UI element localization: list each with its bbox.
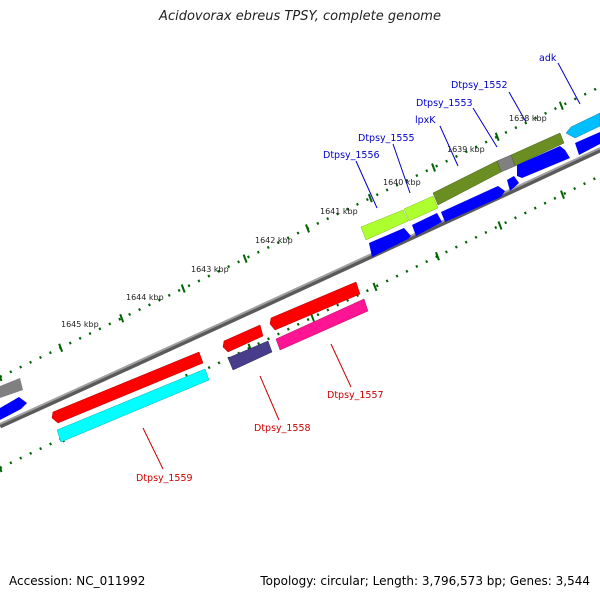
gene-label-dtpsy-1552[interactable]: Dtpsy_1552 [451,80,508,91]
reverse-genes[interactable] [51,281,369,443]
gene-dtpsy-1555[interactable] [403,195,439,222]
label-leaders [142,62,581,470]
scale-label: 1641 kbp [320,207,358,216]
scale-major-tick [372,282,378,292]
accession-label: Accession: NC_011992 [9,574,146,588]
scale-major-tick [119,313,125,323]
scale-label: 1644 kbp [126,293,164,302]
cds-arrow[interactable] [369,228,411,257]
scale-labels: 1638 kbp 1639 kbp 1640 kbp 1641 kbp 1642… [61,114,547,329]
gene-dtpsy-1559-red[interactable] [51,351,204,424]
forward-cds[interactable] [0,132,600,420]
scale-major-tick [558,101,564,111]
gene-label-adk[interactable]: adk [539,53,557,64]
gene-label-dtpsy-1556[interactable]: Dtpsy_1556 [323,150,380,161]
gene-adk[interactable] [565,112,600,139]
gene-label-dtpsy-1553[interactable]: Dtpsy_1553 [416,98,473,109]
scale-label: 1639 kbp [447,145,485,154]
scale-major-tick [58,343,64,353]
genome-backbone [0,147,600,429]
scale-major-tick [367,193,373,203]
gene-dtpsy-1556[interactable] [360,209,409,241]
scale-major-tick [560,190,565,199]
scale-major-tick [305,224,310,233]
scale-major-tick [497,221,503,230]
cds-arrow[interactable] [412,213,442,236]
scale-major-tick [180,284,186,293]
scale-label: 1638 kbp [509,114,547,123]
scale-major-tick [435,251,440,261]
gene-dtpsy-1559[interactable] [56,368,210,443]
scale-label: 1643 kbp [191,265,229,274]
gene-left-grey[interactable] [0,378,23,398]
cds-arrow[interactable] [0,397,27,420]
cds-arrow[interactable] [441,186,505,222]
gene-label-dtpsy-1557[interactable]: Dtpsy_1557 [327,390,384,401]
cds-arrow[interactable] [575,132,600,155]
scale-label: 1645 kbp [61,320,99,329]
gene-label-dtpsy-1555[interactable]: Dtpsy_1555 [358,133,415,144]
map-title: Acidovorax ebreus TPSY, complete genome [159,9,441,24]
gene-dtpsy-1557[interactable] [275,298,369,351]
scale-major-tick [431,163,436,172]
cds-arrow[interactable] [517,146,570,178]
genome-stats-label: Topology: circular; Length: 3,796,573 bp… [260,574,590,588]
scale-label: 1642 kbp [255,236,293,245]
scale-label: 1640 kbp [383,178,421,187]
forward-genes[interactable] [360,112,600,241]
gene-dtpsy-1558-red[interactable] [222,324,264,353]
scale-ticks [0,101,565,473]
gene-lpxk[interactable] [432,160,502,206]
gene-labels[interactable]: adk Dtpsy_1552 Dtpsy_1553 lpxK Dtpsy_155… [136,53,557,484]
cds-arrow[interactable] [507,176,519,191]
scale-major-tick [494,132,500,142]
gene-label-dtpsy-1558[interactable]: Dtpsy_1558 [254,423,311,434]
gene-dtpsy-1557-red[interactable] [269,281,361,331]
gene-dtpsy-1558[interactable] [227,340,273,371]
gene-label-lpxk[interactable]: lpxK [415,115,436,126]
scale-major-tick [0,374,3,382]
scale-major-tick [0,465,3,473]
gene-label-dtpsy-1559[interactable]: Dtpsy_1559 [136,473,193,484]
scale-major-tick [242,254,248,263]
inner-scale-ring [0,174,600,470]
